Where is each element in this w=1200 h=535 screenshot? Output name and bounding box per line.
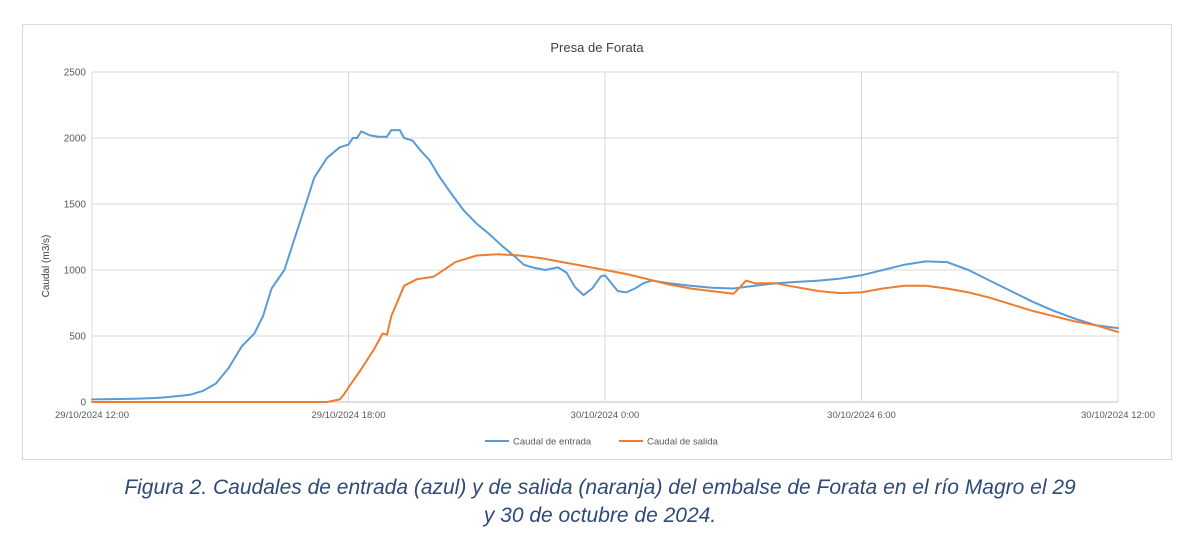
grid-layer [91, 71, 1119, 403]
series-layer [91, 129, 1119, 403]
legend-label-2: Caudal de salida [647, 437, 718, 448]
x-tick-label: 30/10/2024 12:00 [1081, 410, 1155, 421]
y-axis-label: Caudal (m3/s) [41, 235, 52, 298]
legend-label-1: Caudal de entrada [513, 437, 592, 448]
y-tick-label: 1500 [64, 200, 87, 211]
y-tick-label: 2000 [64, 134, 87, 145]
caption-line-2: y 30 de octubre de 2024. [483, 504, 717, 527]
x-tick-label: 29/10/2024 18:00 [312, 410, 386, 421]
chart-frame: Presa de Forata Caudal (m3/s) 0 500 1000 15… [22, 24, 1172, 460]
y-tick-label: 2500 [64, 68, 87, 79]
chart-svg: Presa de Forata Caudal (m3/s) 0 500 1000 15… [41, 40, 1155, 448]
x-tick-label: 30/10/2024 6:00 [827, 410, 896, 421]
y-tick-label: 0 [80, 398, 86, 409]
figure-caption: Figura 2. Caudales de entrada (azul) y d… [0, 474, 1200, 530]
chart-title: Presa de Forata [550, 40, 644, 55]
caption-line-1: Figura 2. Caudales de entrada (azul) y d… [124, 476, 1076, 499]
series-line-1 [91, 129, 1119, 401]
x-tick-label: 29/10/2024 12:00 [55, 410, 129, 421]
tick-layer: 0 500 1000 1500 2000 2500 29/10/2024 12:00 29/1… [55, 68, 1155, 422]
y-tick-label: 500 [69, 332, 86, 343]
y-tick-label: 1000 [64, 266, 87, 277]
legend: Caudal de entrada Caudal de salida [485, 437, 718, 448]
series-line-2 [91, 253, 1119, 403]
x-tick-label: 30/10/2024 0:00 [571, 410, 640, 421]
